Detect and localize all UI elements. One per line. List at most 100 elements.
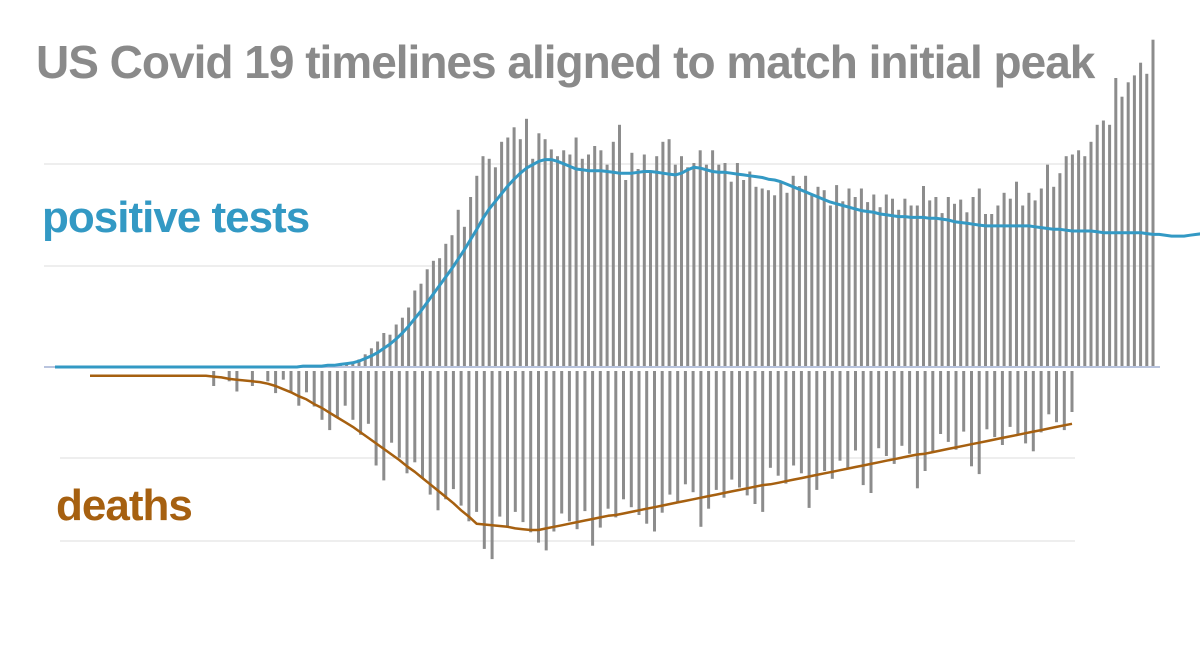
deaths-bar (359, 371, 363, 435)
positive-tests-bars (301, 39, 1155, 368)
tests-bar (1002, 192, 1006, 368)
deaths-bar (397, 371, 401, 458)
tests-bar (642, 154, 646, 367)
tests-bar (977, 188, 981, 367)
deaths-bar (289, 371, 293, 393)
tests-bar (673, 164, 677, 367)
deaths-label: deaths (56, 481, 192, 530)
deaths-bar (274, 371, 278, 394)
tests-bar (438, 258, 442, 367)
tests-bar (1151, 39, 1155, 367)
tests-bar (562, 150, 566, 368)
deaths-bar (235, 371, 239, 392)
tests-bar (953, 203, 956, 367)
deaths-bar (451, 371, 455, 490)
deaths-bar (552, 371, 556, 532)
deaths-bar (753, 371, 757, 504)
tests-bar (605, 164, 609, 367)
deaths-bar (227, 371, 231, 382)
tests-bar (624, 180, 628, 367)
deaths-bar (467, 371, 471, 522)
deaths-bar (428, 371, 432, 495)
deaths-bar (714, 371, 718, 490)
deaths-bar (823, 371, 827, 471)
deaths-bar (614, 371, 618, 518)
tests-bar (462, 226, 466, 368)
tests-bar (897, 209, 901, 368)
deaths-bar (506, 371, 509, 527)
tests-bar (928, 200, 932, 367)
tests-bar (1039, 188, 1043, 367)
deaths-bar (537, 371, 540, 543)
deaths-bar (645, 371, 649, 524)
deaths-bar (699, 371, 703, 527)
tests-bar (959, 199, 963, 367)
deaths-bar (212, 371, 216, 386)
deaths-bar (1008, 371, 1012, 427)
deaths-bar (722, 371, 726, 498)
deaths-bar (869, 371, 873, 493)
deaths-bar (977, 371, 981, 475)
deaths-bar (513, 371, 517, 512)
tests-bar (915, 205, 919, 367)
tests-bar (1008, 198, 1012, 367)
tests-bar (500, 141, 504, 368)
tests-bar (1015, 181, 1018, 367)
deaths-bar (660, 371, 664, 513)
deaths-bar (343, 371, 347, 406)
deaths-bar (297, 371, 301, 406)
tests-bar (394, 324, 398, 367)
tests-bar (1070, 154, 1074, 367)
deaths-bar (1031, 371, 1035, 452)
deaths-bar (707, 371, 711, 509)
tests-bar (735, 163, 739, 367)
tests-bar (475, 175, 479, 368)
tests-bar (649, 171, 652, 367)
deaths-bar (946, 371, 950, 442)
tests-bar (1139, 62, 1143, 367)
deaths-bar (683, 371, 687, 485)
deaths-bar (738, 371, 741, 488)
deaths-bar (970, 371, 973, 467)
tests-bar (487, 158, 491, 368)
deaths-bar (281, 371, 285, 380)
tests-bar (655, 156, 659, 367)
tests-bar (810, 195, 814, 367)
tests-bar (357, 359, 361, 367)
tests-bar (1083, 156, 1087, 367)
tests-bar (537, 133, 541, 368)
deaths-bar (575, 371, 579, 530)
deaths-bar (931, 371, 935, 453)
tests-bar (1095, 124, 1099, 368)
tests-bar (1145, 73, 1149, 368)
deaths-bar (482, 371, 486, 549)
tests-bar (531, 158, 535, 368)
tests-bar (891, 198, 894, 367)
tests-bar (493, 167, 497, 368)
deaths-bar (629, 371, 633, 508)
tests-bar (965, 212, 969, 367)
deaths-bar (730, 371, 734, 480)
tests-bar (1058, 173, 1062, 367)
deaths-bar (908, 371, 912, 454)
deaths-bars (212, 371, 1074, 560)
deaths-bar (328, 371, 332, 431)
deaths-bar (312, 371, 316, 407)
tests-bar (773, 195, 777, 367)
tests-bar (1064, 156, 1068, 367)
deaths-bar (413, 371, 417, 463)
chart-title: US Covid 19 timelines aligned to match i… (36, 36, 1096, 88)
deaths-bar (382, 371, 386, 481)
tests-bar (785, 192, 789, 368)
deaths-bar (838, 371, 842, 461)
tests-bar (580, 158, 584, 368)
deaths-bar (745, 371, 749, 496)
deaths-bar (653, 371, 656, 532)
deaths-bar (444, 371, 448, 500)
deaths-bar (374, 371, 378, 466)
deaths-bar (521, 371, 525, 523)
tests-bar (1021, 205, 1025, 367)
tests-bar (934, 197, 938, 367)
tests-bar (1077, 150, 1081, 368)
